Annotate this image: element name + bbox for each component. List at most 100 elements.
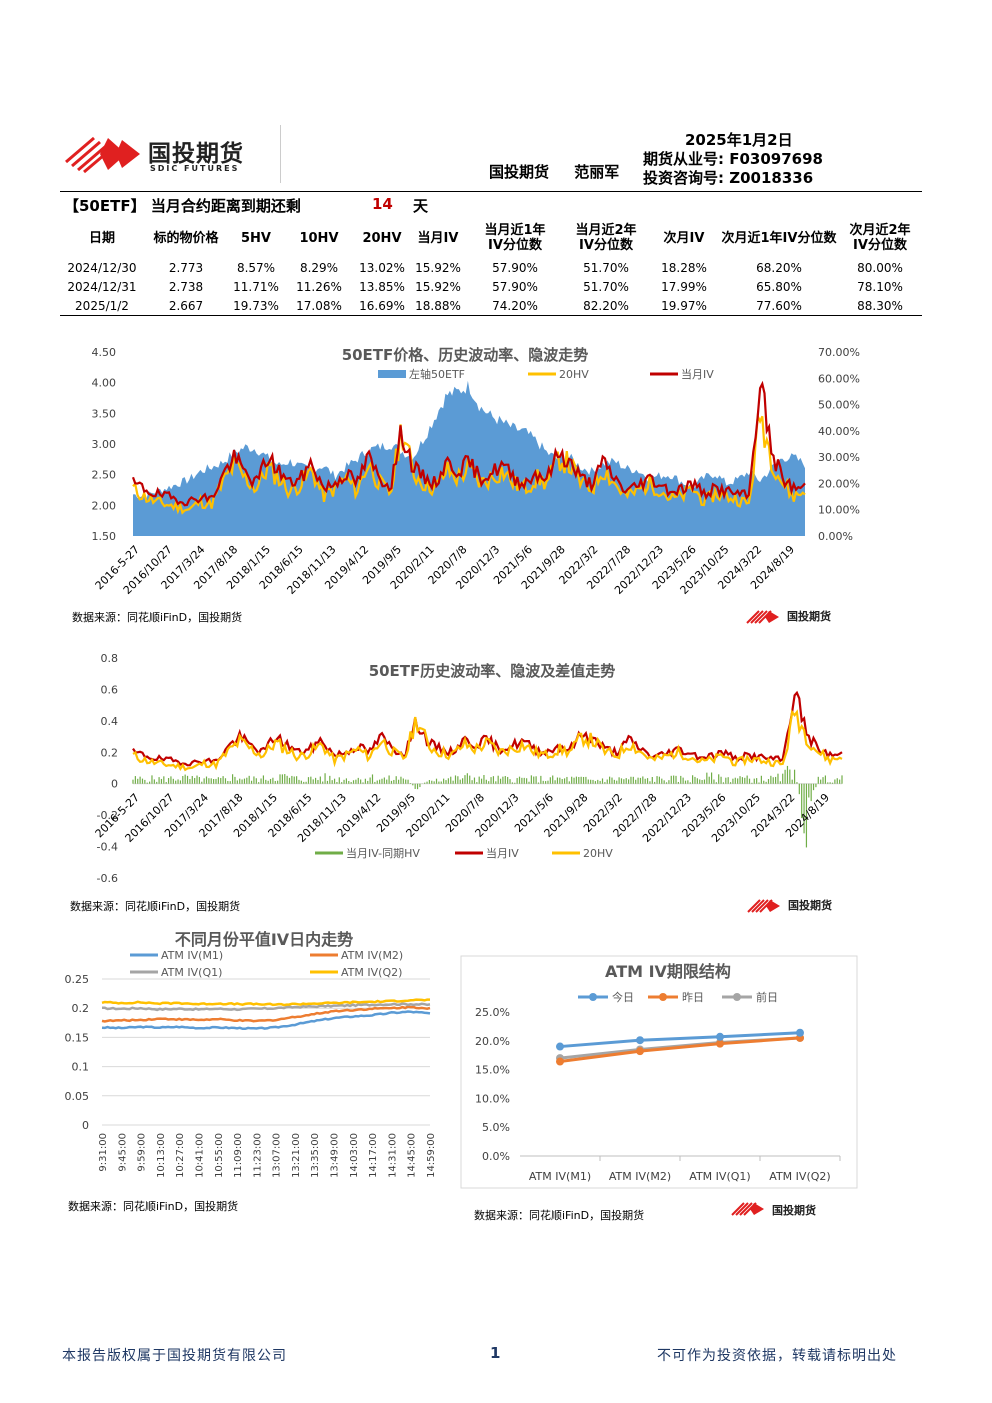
table-cell: 8.57% bbox=[236, 260, 276, 275]
legend-label: 左轴50ETF bbox=[409, 367, 465, 381]
x-tick-label: 13:35:00 bbox=[310, 1133, 321, 1178]
y-tick-label: 0 bbox=[82, 1119, 89, 1132]
mini-logo-text: 国投期货 bbox=[787, 609, 831, 623]
series-point bbox=[636, 1047, 644, 1056]
y-tick-label: 15.0% bbox=[475, 1064, 510, 1077]
table-cell: 51.70% bbox=[583, 279, 629, 294]
x-tick-label: 11:09:00 bbox=[233, 1133, 244, 1178]
legend-marker bbox=[733, 993, 741, 1001]
table-row: 2024/12/31 2.738 11.71% 11.26% 13.85% 15.92% 5… bbox=[60, 277, 922, 296]
source-note: 数据来源：同花顺iFinD，国投期货 bbox=[72, 610, 242, 624]
table-cell: 51.70% bbox=[583, 260, 629, 275]
header-rule bbox=[60, 191, 922, 192]
mini-logo-stroke bbox=[751, 899, 765, 913]
logo-mark-icon bbox=[65, 136, 140, 174]
futures-license: 期货从业号: F03097698 bbox=[643, 150, 823, 168]
y-tick-label: 0.0% bbox=[482, 1150, 510, 1163]
mini-logo-stroke bbox=[747, 899, 761, 913]
table-header: 10HV bbox=[299, 230, 339, 246]
y-right-tick-label: 0.00% bbox=[818, 530, 853, 543]
y-right-tick-label: 10.00% bbox=[818, 504, 860, 517]
legend-label: 今日 bbox=[612, 990, 634, 1004]
table-cell: 2025/1/2 bbox=[60, 296, 144, 316]
y-tick-label: 0 bbox=[111, 778, 118, 791]
table-cell: 88.30% bbox=[838, 296, 922, 316]
table-header: 当月IV bbox=[417, 230, 459, 246]
table-cell: 18.88% bbox=[410, 296, 466, 316]
y-tick-label: 0.4 bbox=[101, 715, 119, 728]
author-line: 国投期货 范丽军 bbox=[489, 161, 639, 182]
y-tick-label: 5.0% bbox=[482, 1121, 510, 1134]
table-cell: 13.85% bbox=[359, 279, 405, 294]
mini-logo-stroke bbox=[750, 610, 764, 624]
y-left-tick-label: 3.00 bbox=[92, 438, 117, 451]
table-header: 次月近1年IV分位数 bbox=[721, 230, 837, 246]
y-tick-label: -0.4 bbox=[97, 841, 118, 854]
y-right-tick-label: 50.00% bbox=[818, 399, 860, 412]
table-cell: 19.97% bbox=[648, 296, 720, 316]
x-tick-label: 10:41:00 bbox=[194, 1133, 205, 1178]
x-category-label: ATM IV(Q1) bbox=[689, 1170, 750, 1183]
x-tick-label: 14:17:00 bbox=[368, 1133, 379, 1178]
mini-logo-stroke bbox=[746, 610, 760, 624]
y-tick-label: 0.05 bbox=[65, 1090, 90, 1103]
series-line-today bbox=[559, 1031, 801, 1049]
footer-disclaimer: 不可作为投资依据，转载请标明出处 bbox=[657, 1348, 897, 1364]
table-cell: 15.92% bbox=[415, 279, 461, 294]
table-header: 次月近2年IV分位数 bbox=[849, 223, 911, 253]
x-tick-label: 9:59:00 bbox=[137, 1133, 148, 1172]
y-tick-label: 0.1 bbox=[72, 1061, 90, 1074]
table-cell: 57.90% bbox=[492, 260, 538, 275]
y-tick-label: 25.0% bbox=[475, 1006, 510, 1019]
y-left-tick-label: 2.00 bbox=[92, 499, 117, 512]
chart-etf-hv-iv: 1.50 2.00 2.50 3.00 3.50 4.00 4.50 0.00% 10.00% 2… bbox=[72, 346, 860, 624]
series-point bbox=[636, 1036, 644, 1045]
table-cell: 74.20% bbox=[466, 296, 564, 316]
legend-marker bbox=[589, 993, 597, 1001]
table-header: 次月IV bbox=[663, 230, 705, 246]
table-cell: 68.20% bbox=[756, 260, 802, 275]
expiry-label: 【50ETF】 当月合约距离到期还剩 bbox=[64, 197, 301, 215]
table-cell: 65.80% bbox=[756, 279, 802, 294]
company-logo: 国投期货 SDIC FUTURES bbox=[60, 132, 275, 182]
table-header: 当月近1年IV分位数 bbox=[484, 223, 546, 253]
x-tick-label: 14:03:00 bbox=[349, 1133, 360, 1178]
table-cell: 2024/12/31 bbox=[67, 279, 137, 294]
header-info: 2025年1月2日 期货从业号: F03097698 投资咨询号: Z00183… bbox=[643, 131, 823, 188]
series-point bbox=[556, 1042, 564, 1051]
x-category-label: ATM IV(M2) bbox=[609, 1170, 671, 1183]
mini-logo-stroke bbox=[731, 1202, 745, 1216]
y-tick-label: -0.6 bbox=[97, 872, 118, 885]
chart-hv-iv-diff: -0.6 -0.4 -0.2 0 0.2 0.4 0.6 0.8 50ETF历史波动率、隐波及差… bbox=[70, 652, 843, 913]
source-note: 数据来源：同花顺iFinD，国投期货 bbox=[68, 1199, 238, 1213]
table-cell: 18.28% bbox=[661, 260, 707, 275]
table-cell: 8.29% bbox=[299, 260, 339, 275]
legend-label: 20HV bbox=[559, 368, 589, 381]
y-tick-label: 0.15 bbox=[65, 1031, 90, 1044]
y-left-tick-label: 4.00 bbox=[92, 377, 117, 390]
y-tick-label: 0.2 bbox=[101, 746, 119, 759]
y-tick-label: 10.0% bbox=[475, 1092, 510, 1105]
legend-label: ATM IV(M2) bbox=[341, 949, 403, 962]
mini-logo-icon bbox=[747, 899, 780, 913]
chart-frame bbox=[460, 955, 858, 1189]
mini-logo-diamond bbox=[750, 1203, 764, 1215]
y-left-tick-label: 1.50 bbox=[92, 530, 117, 543]
table-cell: 13.02% bbox=[359, 260, 405, 275]
table-cell: 11.71% bbox=[233, 279, 279, 294]
x-category-label: ATM IV(M1) bbox=[529, 1170, 591, 1183]
y-right-tick-label: 20.00% bbox=[818, 477, 860, 490]
chart-title: ATM IV期限结构 bbox=[605, 962, 731, 981]
table-header: 日期 bbox=[88, 230, 115, 246]
y-left-tick-label: 4.50 bbox=[92, 346, 117, 359]
legend-label: 当月IV bbox=[681, 367, 714, 381]
y-tick-label: -0.2 bbox=[97, 809, 118, 822]
expiry-days: 14 bbox=[372, 195, 393, 213]
legend-marker bbox=[659, 993, 667, 1001]
source-note: 数据来源：同花顺iFinD，国投期货 bbox=[474, 1208, 644, 1222]
report-date: 2025年1月2日 bbox=[685, 131, 793, 149]
mini-logo-diamond bbox=[765, 611, 779, 623]
expiry-line: 【50ETF】 当月合约距离到期还剩 14 天 bbox=[64, 195, 428, 216]
mini-logo-text: 国投期货 bbox=[788, 898, 832, 912]
